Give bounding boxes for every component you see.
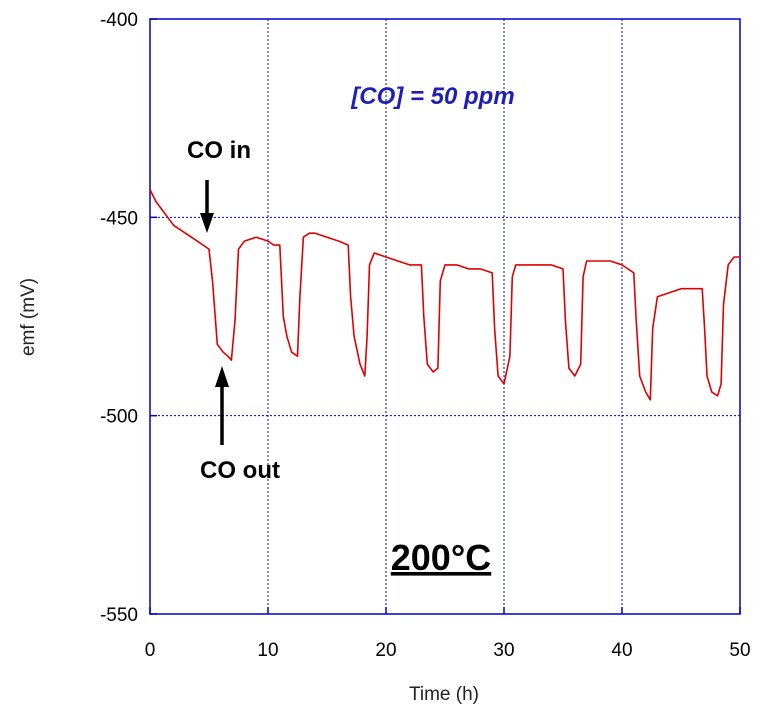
x-tick-label: 10 xyxy=(257,640,278,661)
grid-lines xyxy=(150,19,740,614)
y-tick-label: -450 xyxy=(100,208,138,229)
co-in-label: CO in xyxy=(187,137,251,164)
concentration-annotation: [CO] = 50 ppm xyxy=(350,83,514,110)
co-in-arrow xyxy=(200,180,214,233)
y-axis-label: emf (mV) xyxy=(18,278,39,356)
x-tick-label: 40 xyxy=(611,640,632,661)
y-tick-label: -400 xyxy=(100,10,138,31)
co-out-arrow xyxy=(215,366,229,445)
x-axis-label: Time (h) xyxy=(409,684,479,705)
plot-area-frame xyxy=(149,18,741,615)
y-tick-label: -550 xyxy=(100,605,138,626)
axis-ticks: 0 10 20 30 40 50 -400 -450 -500 -550 xyxy=(100,10,751,661)
series-line-emf xyxy=(149,189,740,401)
co-out-label: CO out xyxy=(200,457,280,484)
x-tick-label: 30 xyxy=(493,640,514,661)
x-tick-label: 0 xyxy=(145,640,156,661)
temperature-label: 200°C xyxy=(391,537,491,578)
x-tick-label: 20 xyxy=(375,640,396,661)
x-tick-label: 50 xyxy=(729,640,750,661)
y-tick-label: -500 xyxy=(100,407,138,428)
